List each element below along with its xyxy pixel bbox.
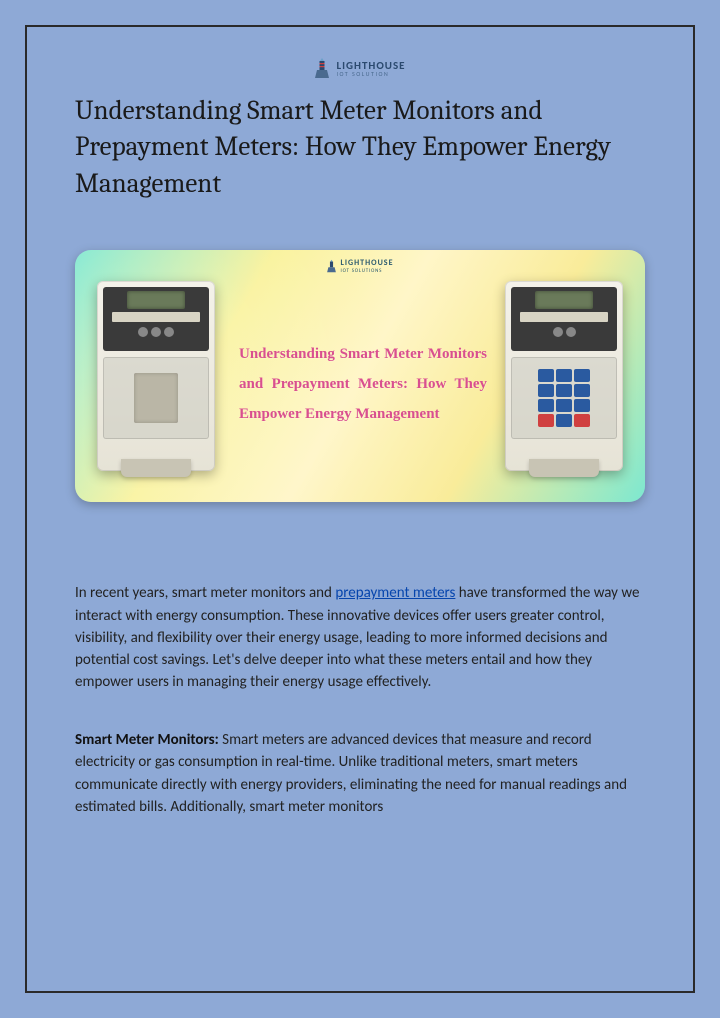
hero-brand-text: LIGHTHOUSE IOT SOLUTIONS [341, 258, 394, 274]
brand-logo: LIGHTHOUSE IOT SOLUTION [75, 57, 645, 79]
meter-panel [103, 287, 209, 351]
section-heading-inline: Smart Meter Monitors: [75, 731, 222, 749]
meter-label-strip [112, 312, 200, 322]
meter-base [121, 459, 191, 477]
meter-keypad-icon [538, 369, 590, 427]
prepayment-meter-illustration-right [505, 281, 623, 471]
lighthouse-icon [314, 57, 330, 79]
meter-button-icon [164, 327, 174, 337]
intro-paragraph: In recent years, smart meter monitors an… [75, 582, 645, 693]
hero-banner: LIGHTHOUSE IOT SOLUTIONS Understanding S… [75, 250, 645, 502]
brand-name: LIGHTHOUSE [336, 60, 405, 71]
meter-button-icon [151, 327, 161, 337]
meter-window-icon [134, 373, 178, 423]
meter-button-row [553, 327, 576, 337]
brand-text: LIGHTHOUSE IOT SOLUTION [336, 60, 405, 77]
meter-body [511, 357, 617, 439]
section-paragraph: Smart Meter Monitors: Smart meters are a… [75, 729, 645, 818]
prepayment-meters-link[interactable]: prepayment meters [335, 584, 455, 602]
meter-body [103, 357, 209, 439]
hero-title-text: Understanding Smart Meter Monitors and P… [215, 323, 505, 429]
meter-button-icon [553, 327, 563, 337]
meter-lcd-icon [127, 291, 185, 309]
meter-label-strip [520, 312, 608, 322]
page-title: Understanding Smart Meter Monitors and P… [75, 93, 645, 202]
intro-text-before: In recent years, smart meter monitors an… [75, 584, 335, 602]
smart-meter-illustration-left [97, 281, 215, 471]
meter-panel [511, 287, 617, 351]
brand-tagline: IOT SOLUTION [336, 71, 405, 77]
meter-button-icon [138, 327, 148, 337]
meter-lcd-icon [535, 291, 593, 309]
lighthouse-icon [327, 259, 337, 273]
hero-brand-logo: LIGHTHOUSE IOT SOLUTIONS [327, 258, 394, 274]
meter-base [529, 459, 599, 477]
document-page: LIGHTHOUSE IOT SOLUTION Understanding Sm… [25, 25, 695, 993]
meter-button-row [138, 327, 174, 337]
meter-button-icon [566, 327, 576, 337]
